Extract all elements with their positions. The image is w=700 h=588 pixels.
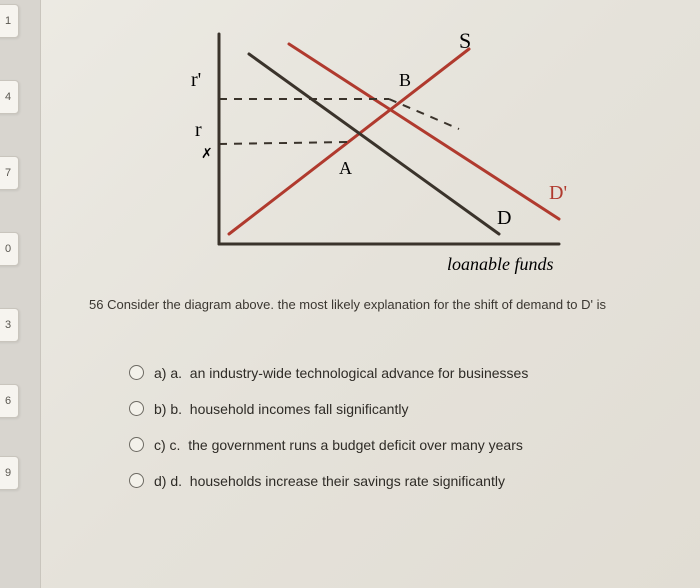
radio-icon[interactable] — [129, 365, 144, 380]
option-body: the government runs a budget deficit ove… — [188, 437, 523, 453]
side-tab[interactable]: 0 — [0, 232, 19, 266]
option-body: an industry-wide technological advance f… — [190, 365, 529, 381]
option-body: household incomes fall significantly — [190, 401, 409, 417]
side-tab-label: 9 — [5, 467, 11, 479]
loanable-funds-diagram: S D D' r r' ✗ A B loanable funds — [159, 24, 579, 274]
label-b: B — [399, 70, 411, 90]
label-r-cross-icon: ✗ — [201, 147, 213, 162]
radio-icon[interactable] — [129, 401, 144, 416]
demand-curve — [249, 54, 499, 234]
side-tab[interactable]: 4 — [0, 80, 19, 114]
demand-prime-curve — [289, 44, 559, 219]
option-body: households increase their savings rate s… — [190, 473, 505, 489]
label-d-prime: D' — [549, 182, 567, 204]
side-tab-label: 3 — [5, 319, 11, 331]
side-tab[interactable]: 6 — [0, 384, 19, 418]
option-letter: a) a. — [154, 365, 182, 381]
side-tab[interactable]: 1 — [0, 4, 19, 38]
option-b[interactable]: b) b. household incomes fall significant… — [129, 401, 672, 417]
option-d[interactable]: d) d. households increase their savings … — [129, 473, 672, 489]
side-tab[interactable]: 7 — [0, 156, 19, 190]
answer-options: a) a. an industry-wide technological adv… — [129, 365, 672, 489]
option-a[interactable]: a) a. an industry-wide technological adv… — [129, 365, 672, 381]
option-text: d) d. households increase their savings … — [154, 473, 505, 489]
label-s: S — [459, 28, 471, 53]
label-r: r — [195, 119, 202, 141]
label-d: D — [497, 207, 511, 229]
option-text: b) b. household incomes fall significant… — [154, 401, 408, 417]
side-tab[interactable]: 3 — [0, 308, 19, 342]
r-dash-line — [219, 142, 347, 144]
question-text: 56 Consider the diagram above. the most … — [89, 296, 672, 315]
side-tab-label: 0 — [5, 243, 11, 255]
question-page: S D D' r r' ✗ A B loanable funds 56 Cons… — [40, 0, 700, 588]
radio-icon[interactable] — [129, 473, 144, 488]
option-text: c) c. the government runs a budget defic… — [154, 437, 523, 453]
supply-curve — [229, 49, 469, 234]
side-tab-label: 7 — [5, 167, 11, 179]
option-letter: c) c. — [154, 437, 180, 453]
radio-icon[interactable] — [129, 437, 144, 452]
label-r-prime: r' — [191, 69, 201, 91]
side-tab-label: 4 — [5, 91, 11, 103]
option-letter: b) b. — [154, 401, 182, 417]
option-text: a) a. an industry-wide technological adv… — [154, 365, 528, 381]
side-tab-label: 1 — [5, 15, 11, 27]
option-c[interactable]: c) c. the government runs a budget defic… — [129, 437, 672, 453]
side-tab[interactable]: 9 — [0, 456, 19, 490]
page-side-tabs: 1 4 7 0 3 6 9 — [0, 0, 22, 588]
diagram-svg: S D D' r r' ✗ A B loanable funds — [159, 24, 579, 274]
side-tab-label: 6 — [5, 395, 11, 407]
label-a: A — [339, 158, 352, 178]
x-axis-label: loanable funds — [447, 254, 554, 274]
option-letter: d) d. — [154, 473, 182, 489]
